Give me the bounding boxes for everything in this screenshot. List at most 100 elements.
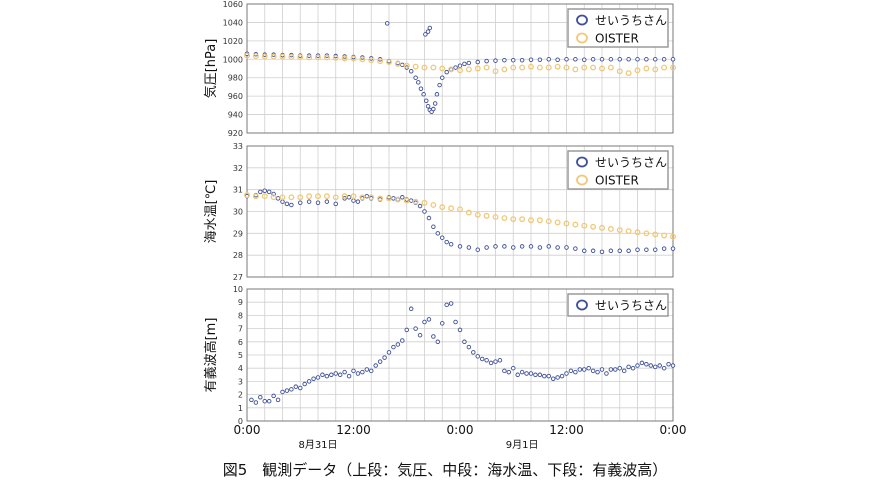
data-point (416, 80, 421, 85)
data-point (435, 231, 441, 236)
figure-caption: 図5 観測データ（上段：気圧、中段：海水温、下段：有義波高） (222, 461, 668, 479)
data-point (545, 218, 552, 225)
data-point (533, 372, 538, 378)
data-point (280, 199, 285, 204)
legend: せいうちさん OISTER (567, 8, 669, 48)
data-point (395, 342, 401, 347)
data-point (607, 226, 614, 232)
data-point (626, 248, 631, 254)
data-point (341, 55, 348, 62)
legend-marker (576, 174, 588, 186)
data-point (519, 57, 525, 63)
y-axis-label: 気圧[hPa] (203, 39, 219, 99)
data-point (604, 371, 609, 376)
data-point (323, 54, 330, 61)
data-point (653, 57, 658, 62)
data-point (324, 199, 330, 204)
data-point (297, 54, 304, 60)
data-point (369, 368, 374, 374)
data-point (555, 245, 560, 250)
data-point (408, 198, 414, 203)
data-point (492, 214, 499, 220)
data-point (386, 350, 392, 355)
plot-frame (246, 145, 674, 278)
data-point (457, 67, 463, 74)
data-point (537, 245, 543, 250)
data-point (444, 239, 449, 245)
data-point (431, 224, 436, 230)
data-point (652, 231, 659, 238)
data-point (577, 367, 583, 372)
data-point (444, 69, 449, 75)
data-point (568, 368, 574, 374)
data-point (332, 54, 339, 61)
data-point (271, 393, 276, 399)
data-point (528, 371, 534, 376)
y-tick-label: 1000 (223, 55, 243, 64)
data-point (616, 68, 623, 75)
data-point (524, 371, 529, 376)
data-point (333, 201, 339, 207)
data-point (422, 209, 427, 214)
data-point (284, 201, 290, 207)
data-point (511, 365, 516, 371)
data-point (252, 53, 259, 60)
legend-marker (576, 32, 588, 44)
data-point (306, 54, 313, 61)
data-point (484, 358, 489, 363)
data-point (564, 57, 569, 62)
data-point (289, 202, 294, 208)
y-tick-label: 7 (238, 325, 243, 334)
data-point (586, 365, 591, 371)
data-point (439, 65, 446, 72)
data-point (528, 57, 534, 62)
data-point (262, 188, 268, 194)
data-point (359, 56, 366, 63)
data-point (555, 57, 560, 62)
data-point (550, 376, 556, 382)
data-point (493, 359, 498, 364)
data-point (670, 233, 676, 240)
data-point (421, 92, 426, 97)
data-point (432, 101, 438, 106)
data-point (346, 373, 352, 379)
y-tick-label: 4 (238, 364, 243, 373)
data-point (626, 364, 631, 370)
data-point (528, 217, 534, 224)
data-point (302, 381, 307, 387)
data-point (293, 384, 299, 389)
data-point (479, 356, 485, 362)
data-point (630, 365, 636, 371)
data-point (519, 244, 525, 249)
y-tick-label: 30 (233, 208, 243, 217)
series-2 (244, 192, 676, 240)
data-point (280, 389, 285, 395)
data-point (536, 217, 543, 224)
data-point (590, 223, 597, 230)
data-point (462, 339, 467, 345)
data-point (315, 375, 321, 380)
data-point (501, 215, 508, 221)
data-point (448, 66, 455, 73)
data-point (386, 195, 392, 202)
data-point (244, 52, 250, 59)
data-point (563, 220, 570, 227)
data-point (554, 219, 561, 226)
legend-marker (576, 156, 588, 168)
data-point (315, 200, 321, 206)
data-point (457, 244, 463, 249)
data-point (475, 354, 481, 359)
data-point (581, 64, 588, 71)
y-tick-label: 31 (233, 186, 243, 195)
data-point (643, 65, 650, 72)
data-point (421, 199, 428, 206)
data-point (440, 235, 445, 240)
data-point (582, 367, 587, 372)
data-point (453, 65, 458, 70)
data-point (266, 398, 272, 404)
data-point (519, 216, 526, 223)
x-tick-label: 0:00 (234, 423, 261, 437)
data-point (617, 57, 623, 62)
plot-frame (246, 3, 674, 134)
y-tick-label: 2 (238, 391, 243, 400)
